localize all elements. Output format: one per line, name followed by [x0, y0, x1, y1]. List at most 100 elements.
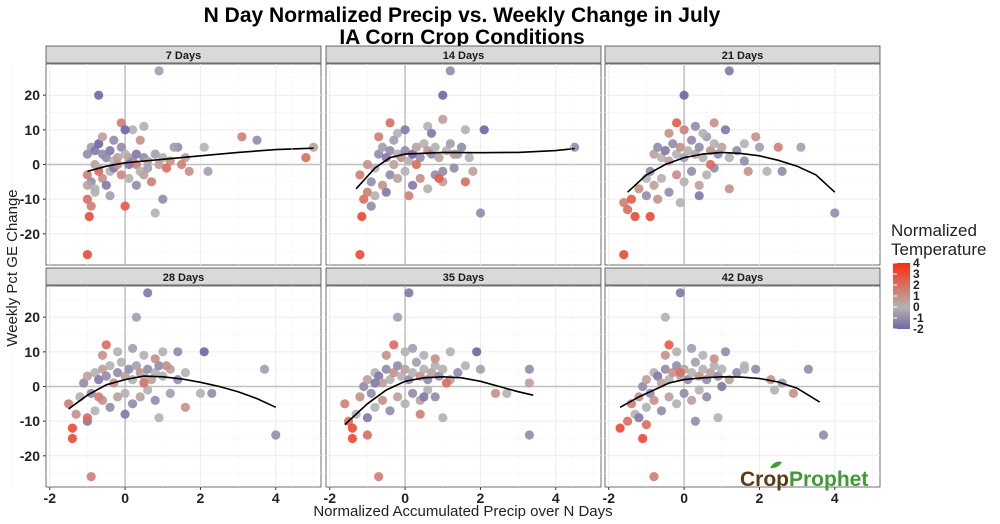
- data-point: [177, 159, 187, 170]
- data-point: [347, 423, 357, 433]
- data-point: [105, 361, 115, 371]
- data-point: [105, 402, 115, 412]
- data-point: [803, 364, 814, 374]
- data-point: [82, 194, 92, 204]
- data-point: [690, 416, 701, 426]
- data-point: [694, 385, 704, 395]
- x-tick-label: 2: [756, 490, 764, 506]
- data-point: [438, 364, 448, 374]
- x-tick-label: 0: [121, 490, 129, 506]
- data-point: [393, 361, 403, 371]
- data-point: [717, 142, 727, 152]
- data-point: [165, 388, 175, 398]
- data-point: [426, 368, 437, 378]
- data-point: [690, 121, 701, 131]
- trend-line: [355, 147, 575, 190]
- data-point: [139, 121, 149, 131]
- data-point: [434, 371, 444, 381]
- data-point: [751, 364, 761, 374]
- y-tick-label: -20: [20, 448, 40, 464]
- data-point: [158, 347, 168, 357]
- data-point: [404, 288, 414, 298]
- data-point: [434, 173, 444, 183]
- legend-tick-label: 0: [913, 300, 920, 314]
- data-point: [641, 191, 652, 201]
- data-point: [660, 350, 670, 360]
- data-point: [400, 146, 410, 156]
- data-point: [90, 368, 100, 378]
- data-point: [139, 378, 149, 388]
- data-point: [90, 187, 100, 197]
- x-tick-label: -2: [324, 490, 337, 506]
- data-point: [404, 191, 414, 201]
- data-point: [116, 170, 126, 180]
- data-point: [634, 184, 644, 194]
- data-point: [124, 173, 134, 183]
- data-point: [694, 191, 704, 201]
- data-point: [656, 153, 667, 163]
- data-point: [393, 312, 403, 322]
- data-point: [340, 399, 350, 409]
- data-point: [82, 413, 92, 423]
- data-point: [173, 375, 183, 385]
- data-point: [161, 361, 172, 371]
- data-point: [71, 409, 81, 419]
- data-point: [94, 375, 104, 385]
- data-point: [237, 132, 247, 142]
- facet-strip-label: 28 Days: [163, 272, 205, 284]
- data-point: [423, 121, 433, 131]
- data-point: [366, 388, 376, 398]
- data-point: [124, 159, 134, 170]
- data-point: [113, 153, 123, 163]
- data-point: [400, 166, 410, 176]
- data-point: [64, 399, 74, 409]
- data-point: [698, 350, 708, 360]
- data-point: [705, 368, 716, 378]
- data-point: [393, 173, 403, 183]
- legend-tick-label: -1: [913, 311, 924, 325]
- data-point: [490, 388, 501, 398]
- data-point: [150, 149, 160, 159]
- data-point: [139, 350, 149, 360]
- data-point: [113, 347, 123, 357]
- facet-strip-label: 14 Days: [443, 50, 485, 62]
- data-point: [131, 312, 141, 322]
- data-point: [641, 375, 652, 385]
- facet-strip: [325, 267, 602, 286]
- data-point: [709, 139, 719, 149]
- data-point: [460, 361, 470, 371]
- data-point: [355, 392, 365, 402]
- data-point: [664, 187, 674, 197]
- data-point: [705, 159, 716, 170]
- data-point: [769, 385, 780, 395]
- data-point: [370, 378, 380, 388]
- y-tick-label: 0: [32, 157, 40, 173]
- data-point: [645, 211, 655, 222]
- data-point: [687, 135, 697, 145]
- data-point: [438, 114, 448, 124]
- data-point: [732, 368, 742, 378]
- data-point: [97, 173, 108, 183]
- data-point: [207, 388, 217, 398]
- data-point: [739, 364, 750, 374]
- data-point: [713, 371, 723, 381]
- facet-strip-label: 42 Days: [722, 272, 764, 284]
- data-point: [90, 146, 100, 156]
- legend-tick-label: 3: [913, 267, 920, 281]
- data-point: [434, 153, 444, 163]
- data-point: [113, 368, 123, 378]
- data-point: [660, 312, 670, 322]
- x-tick-label: 2: [197, 490, 205, 506]
- data-point: [139, 170, 149, 180]
- data-point: [468, 166, 478, 176]
- data-point: [472, 347, 482, 357]
- data-point: [385, 118, 395, 128]
- x-tick-label: 2: [477, 490, 485, 506]
- y-tick-label: -10: [20, 413, 40, 429]
- data-point: [90, 406, 100, 416]
- data-point: [675, 288, 685, 298]
- data-point: [347, 433, 357, 444]
- data-point: [720, 125, 731, 135]
- data-point: [672, 149, 682, 159]
